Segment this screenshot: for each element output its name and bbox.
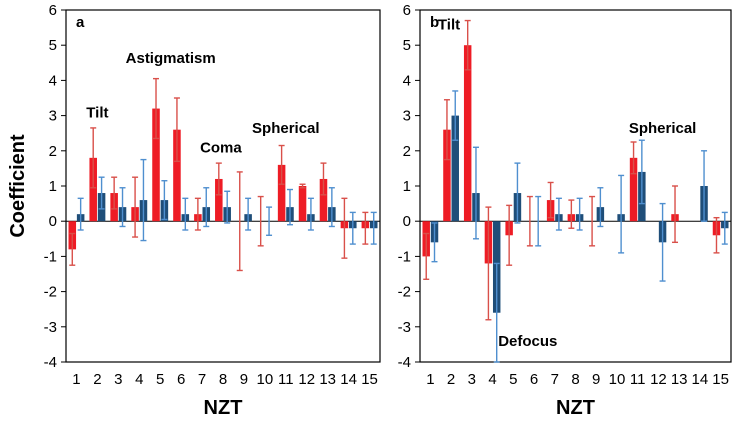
panel-a-x-tick-label: 13 bbox=[319, 371, 336, 388]
panel-a-x-axis-title: NZT bbox=[204, 397, 243, 419]
panel-a-x-tick-label: 15 bbox=[361, 371, 378, 388]
panel-a-annotation-tilt: Tilt bbox=[86, 104, 108, 121]
panel-b-y-tick-label: 3 bbox=[403, 108, 411, 125]
panel-a-bar-red-6 bbox=[173, 129, 181, 222]
panel-a-y-tick-label: 3 bbox=[49, 108, 57, 125]
panel-b-y-tick-label: 2 bbox=[403, 143, 411, 160]
panel-a-bar-red-2 bbox=[89, 157, 97, 222]
panel-a-y-tick-label: -1 bbox=[44, 248, 57, 265]
panel-a-x-tick-label: 8 bbox=[219, 371, 227, 388]
panel-b-bar-red-3 bbox=[463, 45, 472, 222]
panel-a-letter: a bbox=[76, 14, 85, 31]
panel-a-y-tick-label: 1 bbox=[49, 178, 57, 195]
panel-b-x-tick-label: 8 bbox=[571, 371, 579, 388]
panel-a-x-tick-label: 7 bbox=[198, 371, 206, 388]
panel-b-bar-red-11 bbox=[629, 157, 638, 222]
panel-a-annotation-astigmatism: Astigmatism bbox=[126, 50, 216, 67]
panel-a-y-tick-label: -4 bbox=[44, 354, 57, 371]
panel-a-x-tick-label: 3 bbox=[114, 371, 122, 388]
panel-b-x-tick-label: 15 bbox=[712, 371, 729, 388]
panel-a-plot-frame bbox=[65, 9, 381, 363]
panel-b-x-tick-label: 13 bbox=[671, 371, 688, 388]
panel-b-x-tick-label: 1 bbox=[426, 371, 434, 388]
panel-a-y-tick-label: -3 bbox=[44, 319, 57, 336]
panel-a-x-tick-label: 5 bbox=[156, 371, 164, 388]
panel-b-x-tick-label: 2 bbox=[447, 371, 455, 388]
panel-b-y-tick-label: 5 bbox=[403, 37, 411, 54]
panel-b-x-tick-label: 12 bbox=[650, 371, 667, 388]
panel-a-y-tick-label: 5 bbox=[49, 37, 57, 54]
panel-a-bar-red-12 bbox=[298, 186, 307, 222]
panel-a-x-tick-label: 14 bbox=[340, 371, 357, 388]
panel-b-y-tick-label: 6 bbox=[403, 2, 411, 19]
panel-b-x-tick-label: 11 bbox=[630, 371, 646, 388]
panel-a-x-tick-label: 2 bbox=[93, 371, 101, 388]
panel-b-x-tick-label: 14 bbox=[692, 371, 709, 388]
panel-a-x-tick-label: 10 bbox=[257, 371, 274, 388]
panel-a-x-tick-label: 1 bbox=[72, 371, 80, 388]
panel-b-y-tick-label: -2 bbox=[398, 284, 411, 301]
panel-a-x-tick-label: 6 bbox=[177, 371, 185, 388]
y-axis-title: Coefficient bbox=[7, 134, 29, 238]
panel-b-x-tick-label: 5 bbox=[509, 371, 517, 388]
panel-a-x-tick-label: 9 bbox=[240, 371, 248, 388]
panel-b-y-tick-label: 4 bbox=[403, 72, 411, 89]
panel-a-x-tick-label: 4 bbox=[135, 371, 143, 388]
panel-a-x-tick-label: 12 bbox=[298, 371, 315, 388]
panel-b-y-tick-label: 1 bbox=[403, 178, 411, 195]
panel-a-annotation-coma: Coma bbox=[200, 140, 242, 157]
panel-b-y-tick-label: -3 bbox=[398, 319, 411, 336]
panel-b-x-tick-label: 10 bbox=[609, 371, 626, 388]
panel-b-x-tick-label: 4 bbox=[488, 371, 496, 388]
panel-b-x-axis-title: NZT bbox=[556, 397, 595, 419]
panel-b-y-tick-label: -1 bbox=[398, 248, 411, 265]
panel-a-bar-red-5 bbox=[152, 108, 160, 222]
panel-a-y-tick-label: -2 bbox=[44, 284, 57, 301]
panel-a-y-tick-label: 2 bbox=[49, 143, 57, 160]
panel-a-bar-red-13 bbox=[319, 178, 328, 222]
panel-a-y-tick-label: 4 bbox=[49, 72, 57, 89]
panel-b-x-tick-label: 3 bbox=[468, 371, 476, 388]
panel-b-bar-blue-2 bbox=[451, 115, 459, 222]
panel-b-x-tick-label: 6 bbox=[530, 371, 538, 388]
panel-a-bar-red-11 bbox=[277, 164, 286, 222]
panel-b-annotation-spherical: Spherical bbox=[629, 120, 697, 137]
panel-a-y-tick-label: 0 bbox=[49, 213, 57, 230]
panel-b-y-tick-label: 0 bbox=[403, 213, 411, 230]
panel-a-bar-red-8 bbox=[215, 178, 223, 222]
panel-b-x-tick-label: 7 bbox=[551, 371, 559, 388]
panel-a-annotation-spherical: Spherical bbox=[252, 120, 320, 137]
panel-b-x-tick-label: 9 bbox=[592, 371, 600, 388]
panel-a-x-tick-label: 11 bbox=[278, 371, 294, 388]
panel-b-y-tick-label: -4 bbox=[398, 354, 411, 371]
panel-b-annotation-tilt: Tilt bbox=[438, 16, 460, 33]
panel-b-bar-red-2 bbox=[443, 129, 451, 222]
panel-b-letter: b bbox=[430, 14, 439, 31]
panel-b-annotation-defocus: Defocus bbox=[498, 333, 557, 350]
panel-a-y-tick-label: 6 bbox=[49, 2, 57, 19]
